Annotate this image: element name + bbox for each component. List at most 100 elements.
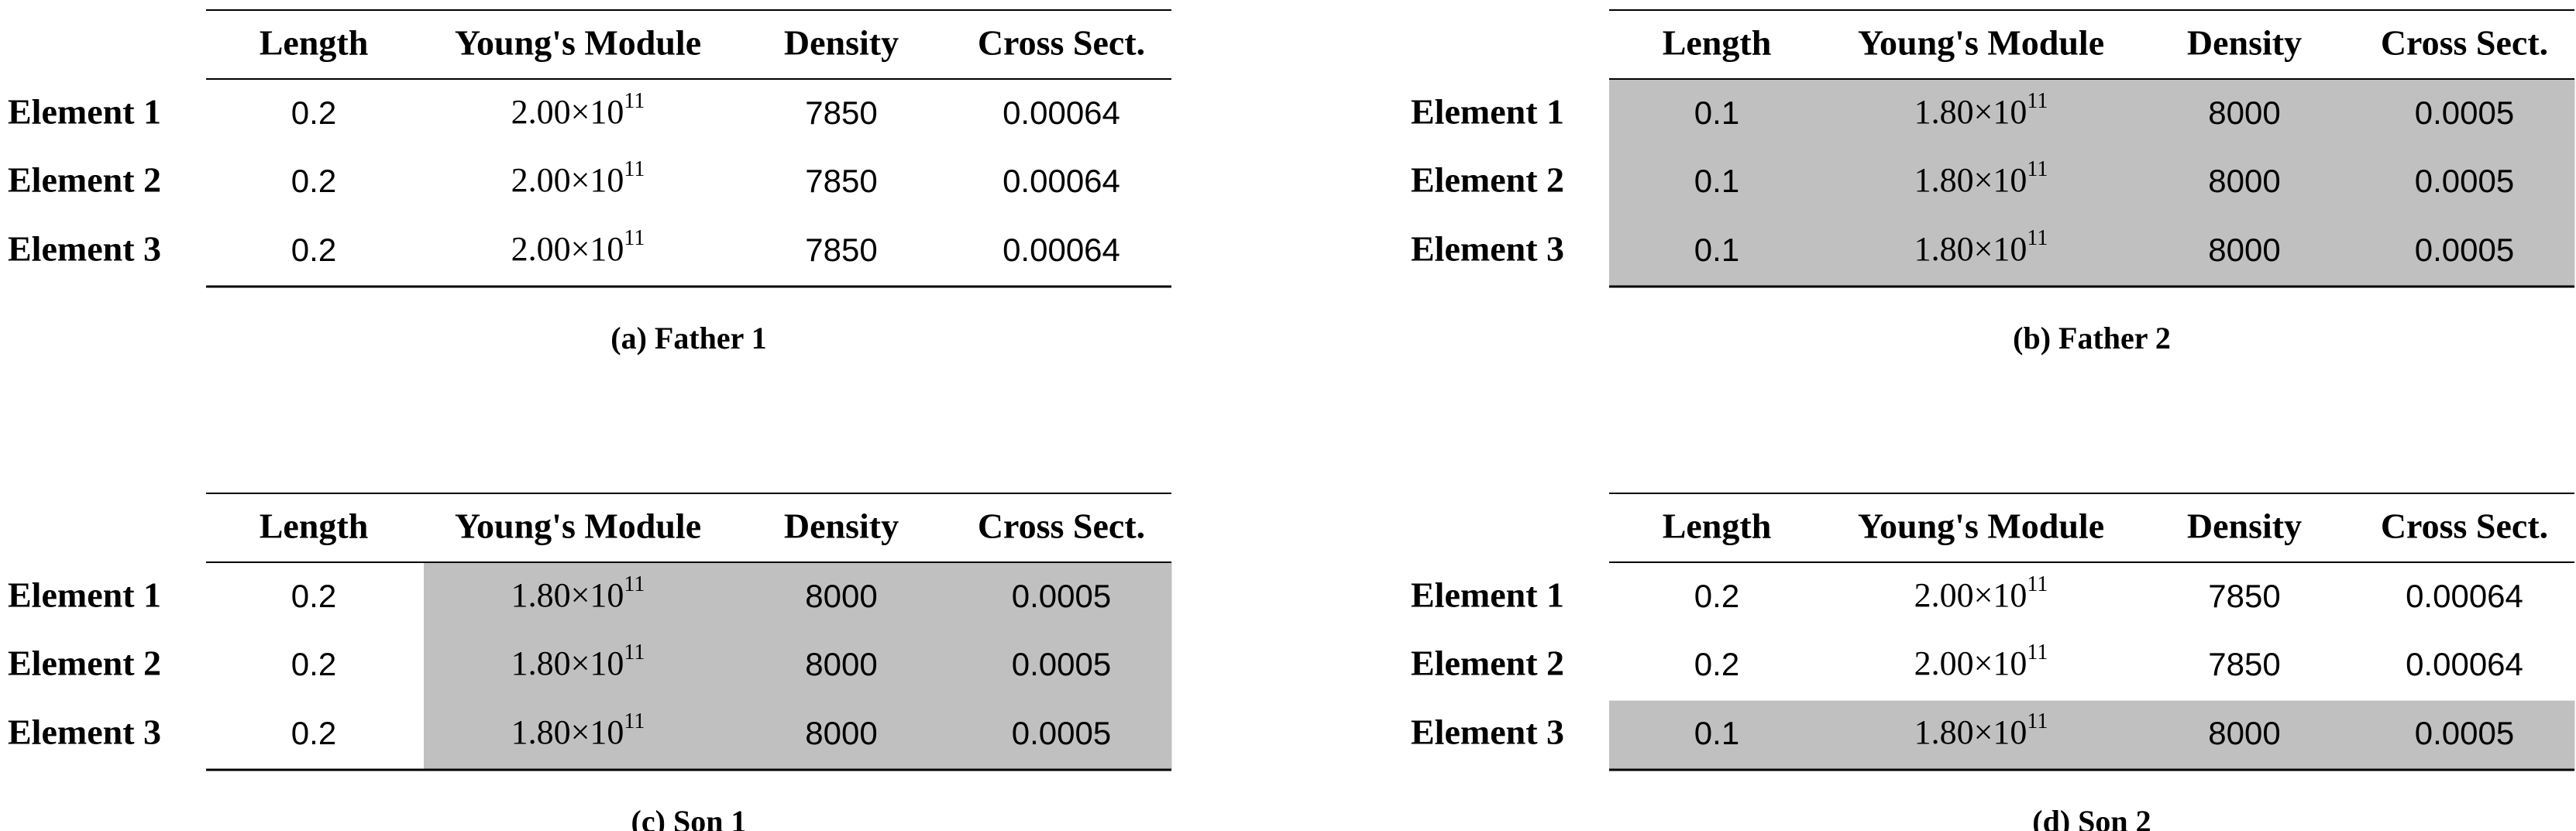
column-header: Young's Module <box>455 506 701 546</box>
shaded-cell <box>424 562 733 632</box>
shaded-cell <box>945 562 1172 632</box>
cell-base: 2.00×10 <box>511 230 624 268</box>
cell: 0.0005 <box>1012 578 1111 614</box>
column-header: Young's Module <box>1858 23 2104 63</box>
shaded-cell <box>1827 79 2136 149</box>
cell: 2.00×1011 <box>511 226 645 268</box>
shaded-cell <box>2348 148 2575 218</box>
shaded-cell <box>424 631 733 702</box>
shaded-cell <box>1609 217 1828 287</box>
row-label: Element 3 <box>1411 229 1564 269</box>
cell-base: 2.00×10 <box>1914 644 2027 682</box>
column-header: Length <box>1663 506 1772 546</box>
cell: 1.80×1011 <box>1914 89 2048 131</box>
column-header: Length <box>1663 23 1772 63</box>
cell: 0.00064 <box>1003 94 1120 131</box>
column-header: Density <box>2187 506 2302 546</box>
cell: 0.2 <box>1694 578 1739 614</box>
cell: 1.80×1011 <box>511 640 645 682</box>
cell-base: 1.80×10 <box>1914 230 2027 268</box>
cell: 1.80×1011 <box>1914 226 2048 268</box>
shaded-cell <box>945 631 1172 702</box>
cell-exponent: 11 <box>624 157 645 181</box>
cell-exponent: 11 <box>624 226 645 250</box>
shaded-cell <box>2135 217 2349 287</box>
cell: 0.00064 <box>1003 232 1120 268</box>
column-header: Density <box>784 23 899 63</box>
shaded-cell <box>2348 79 2575 149</box>
table: Length Young's Module Density Cross Sect. El… <box>8 9 1171 355</box>
cell: 1.80×1011 <box>1914 709 2048 751</box>
cell: 8000 <box>805 646 877 682</box>
row-label: Element 3 <box>8 229 161 269</box>
column-header: Length <box>260 506 369 546</box>
cell: 0.1 <box>1694 94 1739 131</box>
shaded-cell <box>424 700 733 771</box>
row-label: Element 3 <box>8 713 161 752</box>
cell: 0.0005 <box>2415 232 2514 268</box>
cell-base: 1.80×10 <box>1914 161 2027 199</box>
cell: 8000 <box>805 715 877 751</box>
row-label: Element 1 <box>8 575 161 615</box>
cell-exponent: 11 <box>624 89 645 113</box>
column-header: Cross Sect. <box>2381 506 2548 546</box>
row-label: Element 2 <box>8 644 161 683</box>
cell-base: 1.80×10 <box>1914 713 2027 751</box>
row-label: Element 1 <box>1411 92 1564 132</box>
cell: 0.2 <box>291 94 336 131</box>
cell: 0.1 <box>1694 163 1739 199</box>
cell: 0.2 <box>291 163 336 199</box>
column-header: Cross Sect. <box>2381 23 2548 63</box>
column-header: Cross Sect. <box>978 506 1145 546</box>
cell-exponent: 11 <box>2027 226 2048 250</box>
cell-exponent: 11 <box>624 640 645 664</box>
cell-base: 1.80×10 <box>511 713 624 751</box>
cell: 2.00×1011 <box>1914 572 2048 614</box>
column-header: Young's Module <box>455 23 701 63</box>
cell: 0.0005 <box>2415 163 2514 199</box>
caption: (c) Son 1 <box>631 804 747 831</box>
cell: 0.2 <box>291 232 336 268</box>
cell: 2.00×1011 <box>511 89 645 131</box>
shaded-cell <box>1827 700 2136 771</box>
cell: 2.00×1011 <box>511 157 645 199</box>
column-header: Cross Sect. <box>978 23 1145 63</box>
column-header: Density <box>2187 23 2302 63</box>
row-label: Element 2 <box>1411 160 1564 200</box>
cell-base: 1.80×10 <box>511 644 624 682</box>
cell-exponent: 11 <box>2027 709 2048 733</box>
cell: 0.2 <box>291 578 336 614</box>
cell: 0.2 <box>291 646 336 682</box>
cell: 0.0005 <box>2415 94 2514 131</box>
cell: 8000 <box>2208 163 2280 199</box>
cell-exponent: 11 <box>624 572 645 596</box>
row-label: Element 2 <box>1411 644 1564 683</box>
caption: (b) Father 2 <box>2013 321 2171 355</box>
cell: 0.0005 <box>1012 715 1111 751</box>
shaded-cell <box>1609 700 1828 771</box>
table: Length Young's Module Density Cross Sect. El… <box>1411 9 2575 355</box>
shaded-cell <box>2135 700 2349 771</box>
shaded-cell <box>1827 148 2136 218</box>
cell: 1.80×1011 <box>511 572 645 614</box>
column-header: Density <box>784 506 899 546</box>
cell: 7850 <box>2208 646 2280 682</box>
cell: 0.00064 <box>1003 163 1120 199</box>
cell-exponent: 11 <box>2027 157 2048 181</box>
shaded-cell <box>2135 148 2349 218</box>
cell: 0.2 <box>291 715 336 751</box>
cell-base: 1.80×10 <box>1914 93 2027 131</box>
table: Length Young's Module Density Cross Sect. El… <box>8 493 1172 831</box>
cell-base: 2.00×10 <box>1914 576 2027 614</box>
shaded-cell <box>732 562 946 632</box>
cell: 0.0005 <box>1012 646 1111 682</box>
cell-exponent: 11 <box>2027 572 2048 596</box>
shaded-cell <box>1827 217 2136 287</box>
cell: 0.2 <box>1694 646 1739 682</box>
row-label: Element 1 <box>1411 575 1564 615</box>
row-label: Element 2 <box>8 160 161 200</box>
shaded-cell <box>1609 148 1828 218</box>
shaded-cell <box>1609 79 1828 149</box>
